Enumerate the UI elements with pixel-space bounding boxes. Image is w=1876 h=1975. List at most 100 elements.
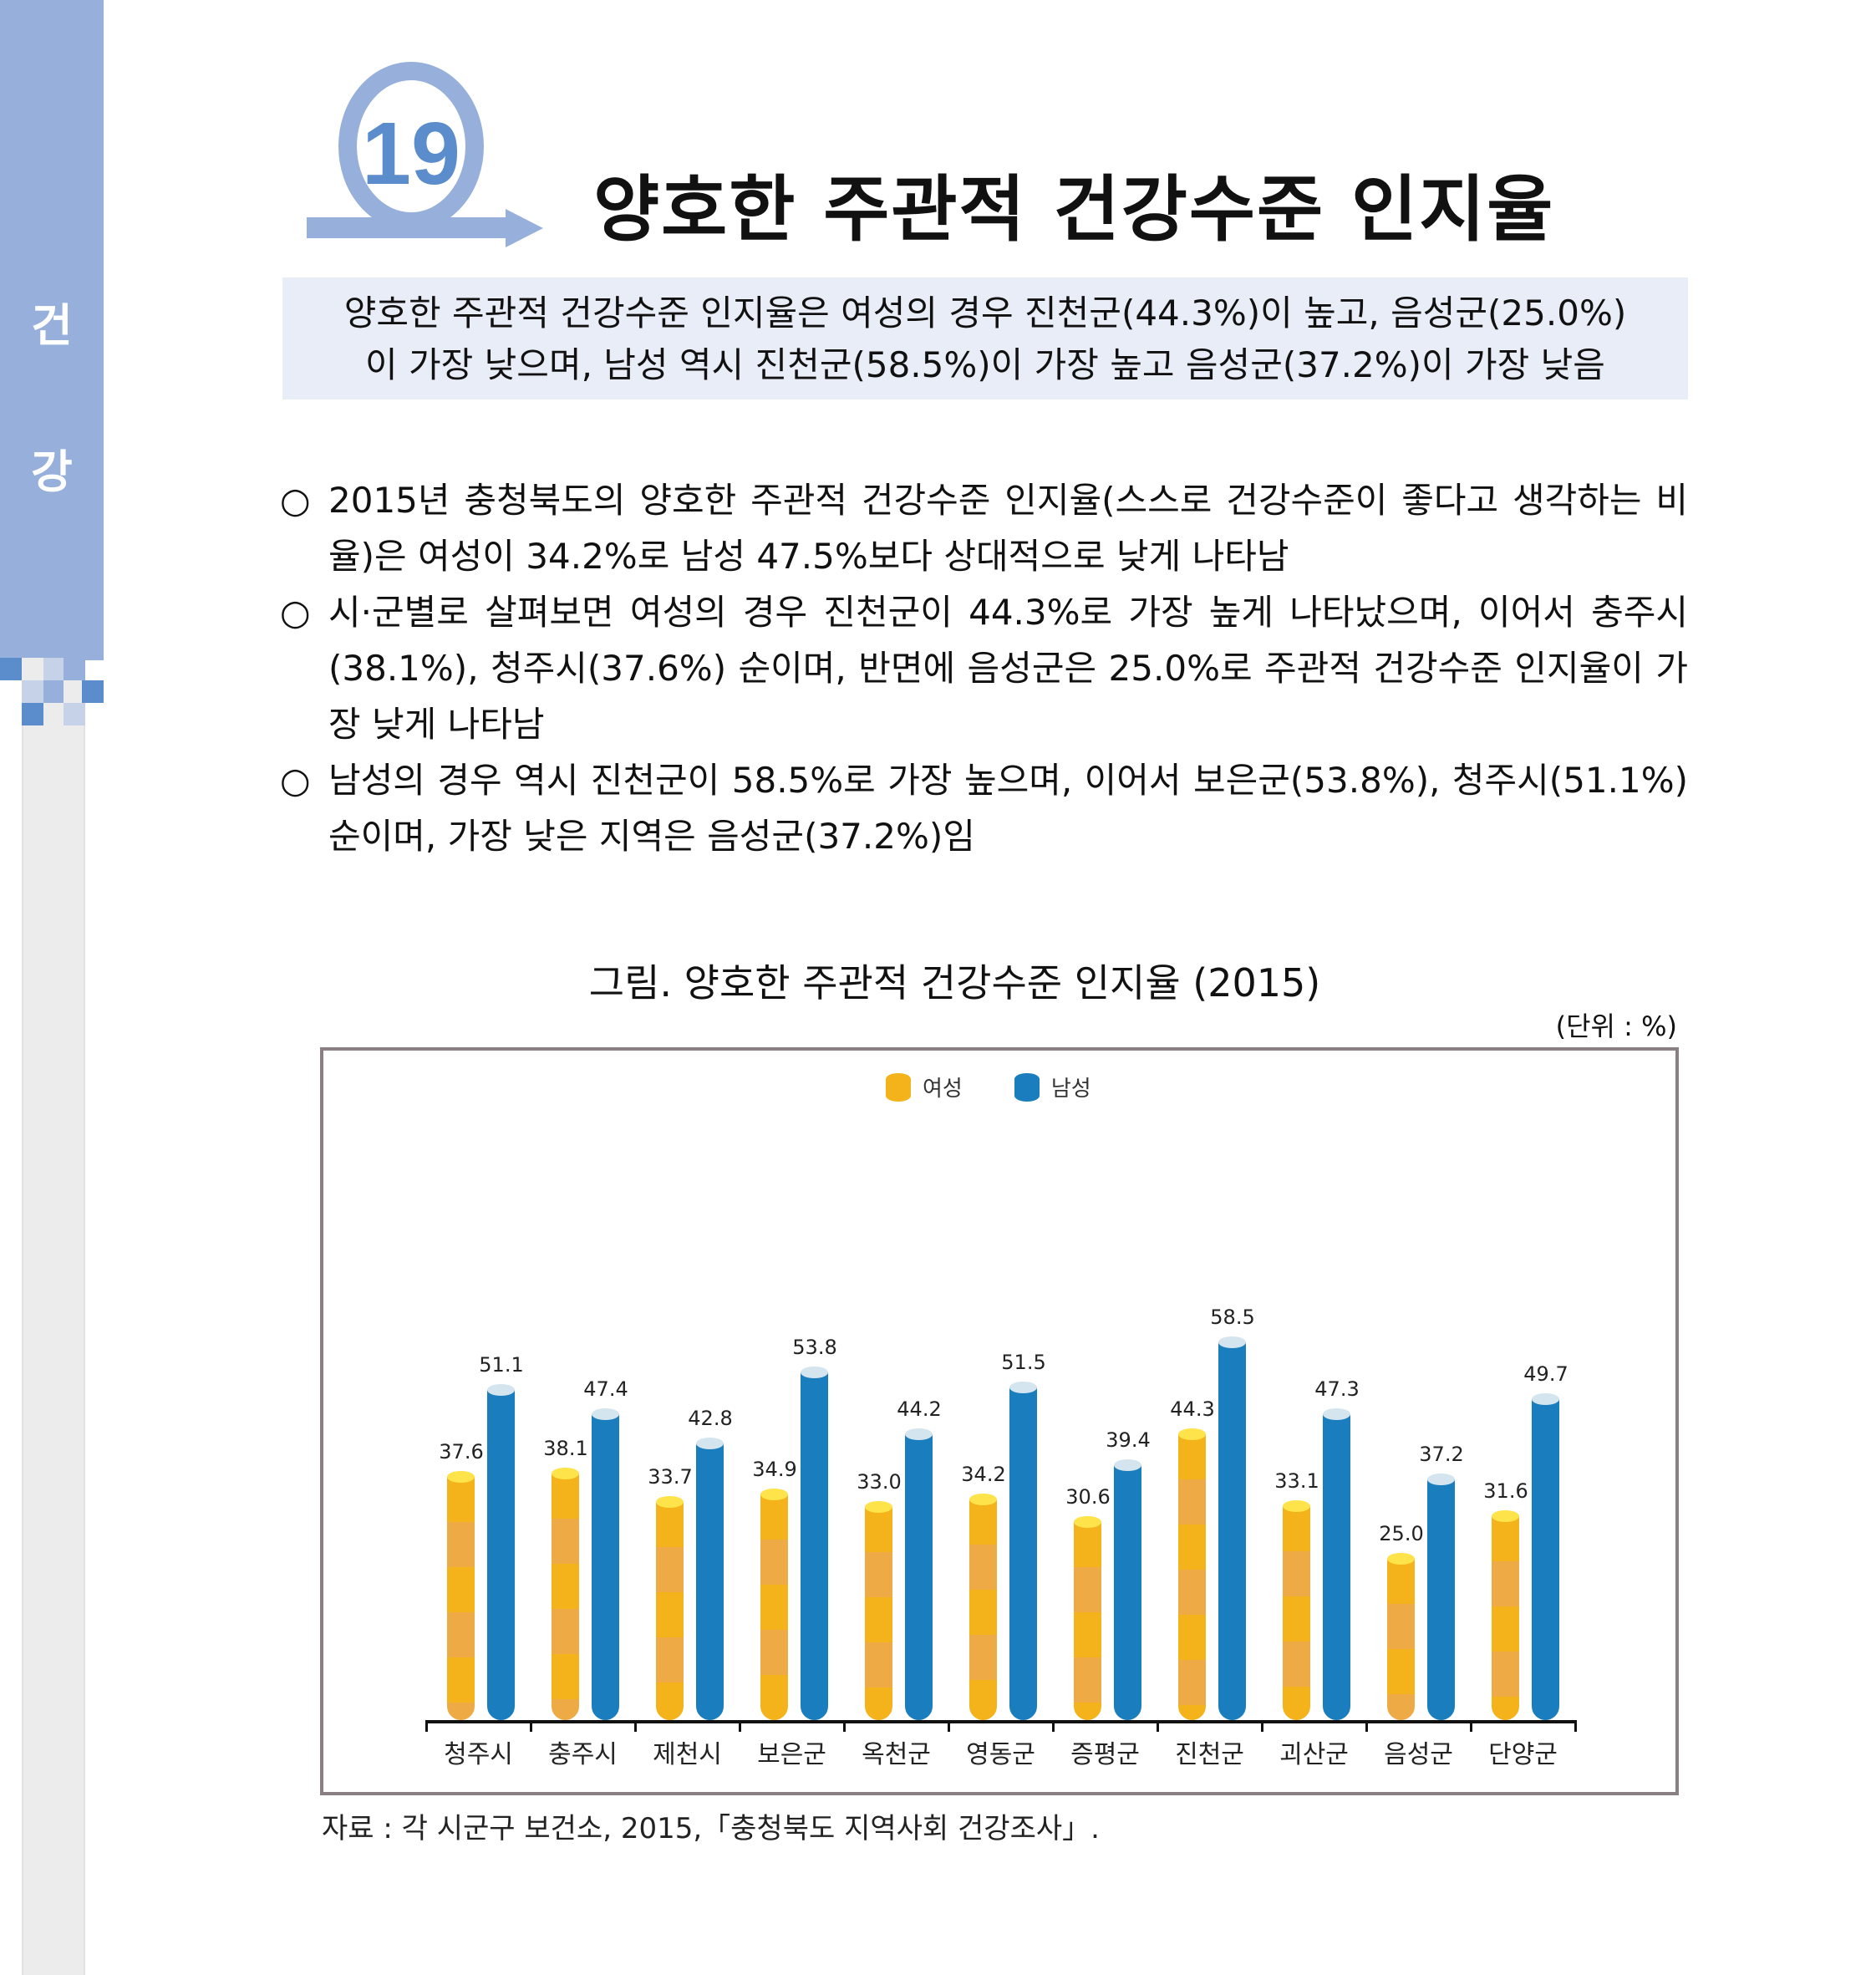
x-axis-tick — [948, 1720, 950, 1732]
legend-swatch-male-icon — [1014, 1072, 1040, 1102]
bar-male — [1114, 1459, 1141, 1720]
bullet-item: ○ 시·군별로 살펴보면 여성의 경우 진천군이 44.3%로 가장 높게 나타… — [280, 584, 1688, 752]
data-label: 34.9 — [752, 1458, 797, 1481]
data-label: 33.1 — [1274, 1469, 1319, 1493]
bar-cap — [1323, 1408, 1350, 1420]
bar-cap — [447, 1471, 475, 1483]
bar-male — [1427, 1474, 1455, 1720]
bar-cap — [1427, 1474, 1455, 1485]
data-label: 44.3 — [1170, 1397, 1215, 1421]
bar-cap — [1114, 1459, 1141, 1471]
x-axis-line — [426, 1720, 1575, 1723]
data-label: 51.5 — [1001, 1351, 1046, 1374]
bar-female — [552, 1468, 579, 1720]
x-axis-label: 단양군 — [1488, 1740, 1558, 1769]
bullet-list: ○ 2015년 충청북도의 양호한 주관적 건강수준 인지율(스스로 건강수준이… — [280, 472, 1688, 864]
bar-female — [447, 1471, 475, 1720]
bar-cap — [1009, 1382, 1037, 1393]
data-label: 44.2 — [897, 1397, 942, 1421]
bar-cap — [1074, 1516, 1101, 1528]
x-axis-label: 진천군 — [1175, 1740, 1244, 1769]
x-axis-label: 충주시 — [548, 1740, 618, 1769]
circle-bullet-icon: ○ — [280, 760, 311, 801]
bar-male — [1323, 1408, 1350, 1720]
data-label: 53.8 — [792, 1336, 837, 1359]
bar-cap — [1178, 1428, 1206, 1440]
chapter-side-band — [0, 0, 104, 660]
bar-cap — [1492, 1510, 1519, 1522]
bullet-text: 시·군별로 살펴보면 여성의 경우 진천군이 44.3%로 가장 높게 나타났으… — [328, 592, 1688, 745]
data-label: 34.2 — [961, 1463, 1006, 1486]
x-axis-tick — [1261, 1720, 1263, 1732]
x-axis-tick — [634, 1720, 637, 1732]
data-label: 58.5 — [1210, 1306, 1255, 1329]
chapter-char-2: 강 — [31, 445, 73, 498]
data-label: 37.6 — [439, 1440, 484, 1463]
x-axis-tick — [530, 1720, 532, 1732]
x-axis-label: 제천시 — [653, 1740, 722, 1769]
bullet-item: ○ 2015년 충청북도의 양호한 주관적 건강수준 인지율(스스로 건강수준이… — [280, 472, 1688, 584]
x-axis-tick — [843, 1720, 846, 1732]
x-axis-label: 괴산군 — [1279, 1740, 1349, 1769]
bar-female — [656, 1496, 684, 1720]
x-axis-label: 음성군 — [1384, 1740, 1453, 1769]
data-label: 47.3 — [1314, 1377, 1360, 1401]
bar-male — [905, 1428, 933, 1720]
data-label: 33.0 — [857, 1470, 902, 1494]
bullet-text: 2015년 충청북도의 양호한 주관적 건강수준 인지율(스스로 건강수준이 좋… — [328, 480, 1688, 577]
bar-cap — [801, 1367, 828, 1378]
legend-item-male: 남성 — [1014, 1071, 1091, 1102]
bar-female — [760, 1489, 788, 1720]
x-axis-tick — [1052, 1720, 1055, 1732]
bar-cap — [656, 1496, 684, 1508]
summary-line-2: 이 가장 낮으며, 남성 역시 진천군(58.5%)이 가장 높고 음성군(37… — [365, 344, 1605, 385]
bar-male — [801, 1367, 828, 1720]
legend-label-female: 여성 — [923, 1077, 963, 1102]
chart-frame — [320, 1047, 1679, 1795]
bar-cap — [592, 1408, 619, 1420]
bar-female — [865, 1501, 892, 1720]
x-axis-tick — [739, 1720, 741, 1732]
x-axis-label: 증평군 — [1070, 1740, 1140, 1769]
data-label: 30.6 — [1065, 1485, 1111, 1509]
bar-female — [1492, 1510, 1519, 1720]
circle-bullet-icon: ○ — [280, 592, 311, 633]
data-label: 47.4 — [583, 1377, 628, 1401]
legend-label-male: 남성 — [1050, 1077, 1091, 1102]
data-label: 49.7 — [1523, 1362, 1568, 1386]
data-label: 33.7 — [648, 1465, 693, 1489]
section-number-badge: 19 — [307, 62, 543, 247]
bar-cap — [487, 1384, 515, 1396]
data-label: 51.1 — [479, 1353, 524, 1377]
source-note: 자료 : 각 시군구 보건소, 2015,「충청북도 지역사회 건강조사」. — [322, 1812, 1100, 1845]
legend-swatch-female-icon — [886, 1072, 911, 1102]
summary-box: 양호한 주관적 건강수준 인지율은 여성의 경우 진천군(44.3%)이 높고,… — [282, 277, 1688, 400]
data-label: 37.2 — [1419, 1443, 1464, 1466]
bar-cap — [1532, 1393, 1559, 1405]
bar-cap — [760, 1489, 788, 1500]
x-axis-tick — [1574, 1720, 1577, 1732]
bar-cap — [1283, 1500, 1310, 1512]
bullet-item: ○ 남성의 경우 역시 진천군이 58.5%로 가장 높으며, 이어서 보은군(… — [280, 752, 1688, 864]
bar-male — [1009, 1382, 1037, 1720]
section-number: 19 — [362, 104, 460, 203]
bar-male — [1532, 1393, 1559, 1720]
bar-cap — [905, 1428, 933, 1440]
page-title: 양호한 주관적 건강수준 인지율 — [593, 168, 1555, 252]
data-label: 42.8 — [688, 1407, 733, 1430]
bullet-text: 남성의 경우 역시 진천군이 58.5%로 가장 높으며, 이어서 보은군(53… — [328, 760, 1688, 857]
bar-male — [1218, 1336, 1246, 1720]
chart-legend: 여성 남성 — [886, 1071, 1128, 1102]
bar-cap — [696, 1438, 724, 1449]
x-axis-label: 청주시 — [444, 1740, 513, 1769]
data-label: 38.1 — [543, 1437, 588, 1460]
circle-bullet-icon: ○ — [280, 480, 311, 521]
data-label: 25.0 — [1379, 1522, 1424, 1545]
bar-cap — [969, 1494, 997, 1505]
legend-item-female: 여성 — [886, 1071, 963, 1102]
data-label: 31.6 — [1483, 1479, 1528, 1503]
x-axis-label: 옥천군 — [862, 1740, 931, 1769]
side-rail — [22, 702, 85, 1975]
x-axis-label: 영동군 — [966, 1740, 1035, 1769]
x-axis-tick — [1365, 1720, 1368, 1732]
